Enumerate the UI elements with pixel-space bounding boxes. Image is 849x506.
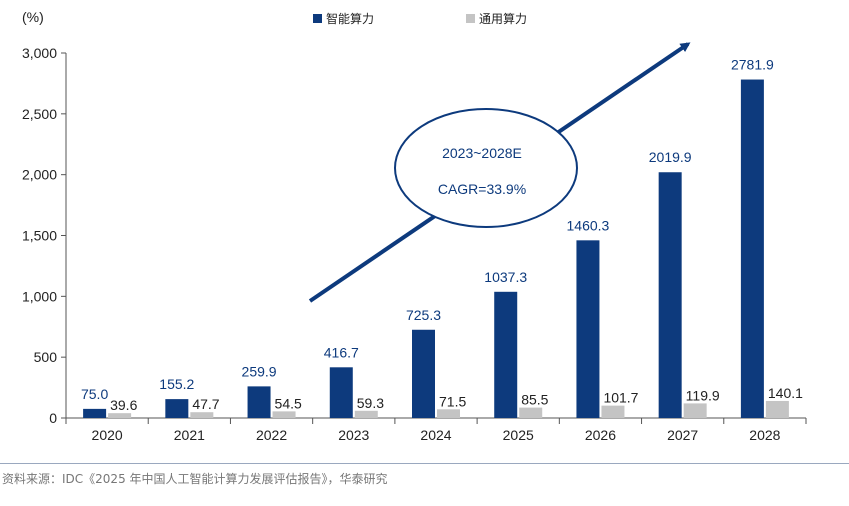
- legend-swatch-series-0: [313, 14, 322, 23]
- y-tick-label: 500: [34, 349, 58, 365]
- bar-series-1: [437, 409, 460, 418]
- data-label-series-0: 155.2: [159, 376, 194, 392]
- data-label-series-1: 85.5: [521, 392, 548, 408]
- data-label-series-1: 39.6: [110, 397, 137, 413]
- legend-label-series-0: 智能算力: [326, 11, 374, 26]
- y-tick-label: 2,000: [22, 167, 57, 183]
- x-tick-label: 2027: [667, 427, 698, 443]
- bar-series-0: [494, 291, 518, 418]
- x-tick-label: 2023: [338, 427, 369, 443]
- bar-chart: (%) 智能算力 通用算力 0 500 1,000 1,500 2,000 2,500 3,…: [22, 9, 807, 443]
- data-labels: 75.0 155.2 259.9 416.7 725.3 1037.3 1460.3 2019…: [81, 57, 803, 414]
- data-label-series-1: 54.5: [275, 395, 302, 411]
- bar-series-0: [412, 329, 435, 418]
- data-label-series-0: 2019.9: [649, 149, 692, 165]
- data-label-series-0: 1037.3: [484, 269, 527, 285]
- bar-series-1: [354, 410, 378, 418]
- bar-series-0: [576, 240, 600, 418]
- x-tick-label: 2021: [174, 427, 205, 443]
- x-tick-label: 2025: [503, 427, 534, 443]
- legend-swatch-series-1: [466, 14, 475, 23]
- data-label-series-1: 140.1: [768, 385, 803, 401]
- data-label-series-0: 2781.9: [731, 57, 774, 73]
- data-label-series-0: 416.7: [324, 344, 359, 360]
- bar-series-0: [329, 367, 353, 418]
- data-label-series-0: 259.9: [242, 363, 277, 379]
- bar-series-1: [765, 400, 789, 418]
- bars: [83, 79, 789, 419]
- bar-series-1: [519, 407, 543, 418]
- source-divider: [0, 463, 849, 464]
- data-label-series-1: 71.5: [439, 393, 466, 409]
- y-axis: 0 500 1,000 1,500 2,000 2,500 3,000: [22, 45, 67, 426]
- bar-series-1: [190, 412, 214, 418]
- legend: 智能算力 通用算力: [313, 11, 527, 26]
- cagr-ellipse: [394, 108, 578, 228]
- cagr-period: 2023~2028E: [442, 145, 522, 161]
- bar-series-0: [740, 79, 764, 419]
- x-tick-label: 2028: [749, 427, 780, 443]
- y-tick-label: 1,500: [22, 228, 57, 244]
- y-tick-label: 1,000: [22, 288, 57, 304]
- cagr-annotation: 2023~2028E CAGR=33.9%: [308, 42, 691, 303]
- x-tick-label: 2020: [92, 427, 123, 443]
- bar-series-1: [683, 403, 707, 418]
- bar-series-0: [658, 172, 682, 418]
- data-label-series-1: 59.3: [357, 395, 384, 411]
- data-label-series-0: 1460.3: [567, 217, 610, 233]
- cagr-value: CAGR=33.9%: [438, 181, 526, 197]
- legend-label-series-1: 通用算力: [479, 11, 527, 26]
- data-label-series-1: 119.9: [686, 387, 720, 403]
- bar-series-1: [601, 405, 625, 418]
- y-tick-label: 0: [49, 410, 57, 426]
- bar-series-0: [83, 408, 107, 418]
- bar-series-1: [272, 411, 296, 418]
- data-label-series-0: 725.3: [406, 307, 441, 323]
- data-label-series-1: 101.7: [603, 390, 638, 406]
- data-label-series-0: 75.0: [81, 386, 108, 402]
- x-axis: 2020 2021 2022 2023 2024 2025 2026 2027 2028: [65, 417, 807, 443]
- x-tick-label: 2024: [420, 427, 451, 443]
- y-tick-label: 3,000: [22, 45, 57, 61]
- y-axis-label: (%): [22, 9, 44, 25]
- bar-series-0: [165, 399, 189, 418]
- x-tick-label: 2022: [256, 427, 287, 443]
- bar-series-1: [108, 413, 132, 418]
- bar-series-0: [247, 386, 271, 418]
- x-tick-label: 2026: [585, 427, 616, 443]
- y-tick-label: 2,500: [22, 106, 57, 122]
- source-note: 资料来源：IDC《2025 年中国人工智能计算力发展评估报告》，华泰研究: [2, 472, 388, 486]
- data-label-series-1: 47.7: [192, 396, 219, 412]
